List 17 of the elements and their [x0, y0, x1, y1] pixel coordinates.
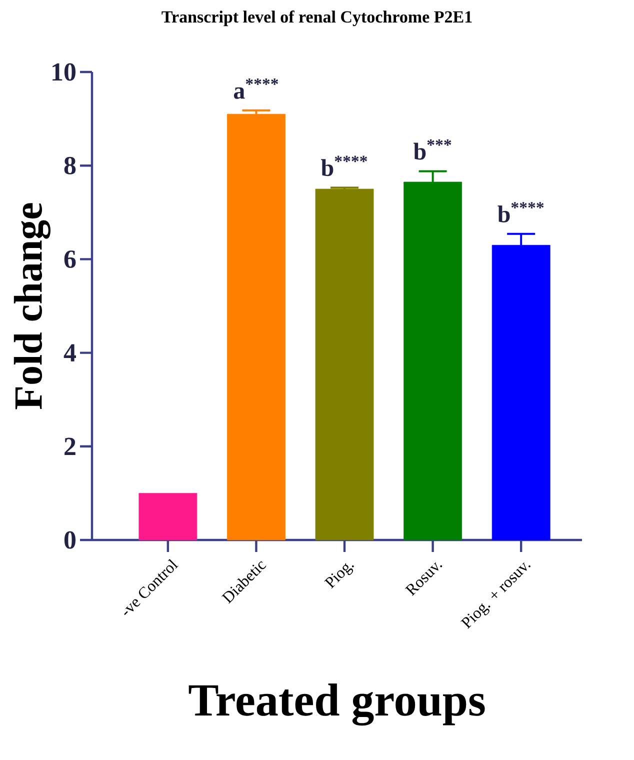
x-axis-title: Treated groups — [188, 684, 485, 726]
y-tick-label: 10 — [52, 63, 76, 81]
annotation: b$^{****}$ — [321, 156, 368, 176]
annotation: b$^{***}$ — [414, 139, 452, 160]
y-tick-label: 2 — [64, 438, 76, 456]
y-tick-label: 0 — [64, 531, 76, 549]
bar — [315, 188, 374, 540]
bar — [227, 114, 286, 540]
y-tick-label: 6 — [64, 250, 76, 268]
chart-title: Transcript level of renal Cytochrome P2E1 — [162, 10, 472, 26]
annotation: b$^{****}$ — [498, 202, 544, 222]
x-tick-label: Piog. — [324, 563, 354, 589]
y-axis-title: Fold change — [14, 203, 50, 410]
bar — [138, 493, 198, 540]
annotation: a$^{****}$ — [234, 78, 278, 99]
y-tick-label: 4 — [64, 344, 76, 362]
y-tick-label: 8 — [64, 156, 76, 174]
